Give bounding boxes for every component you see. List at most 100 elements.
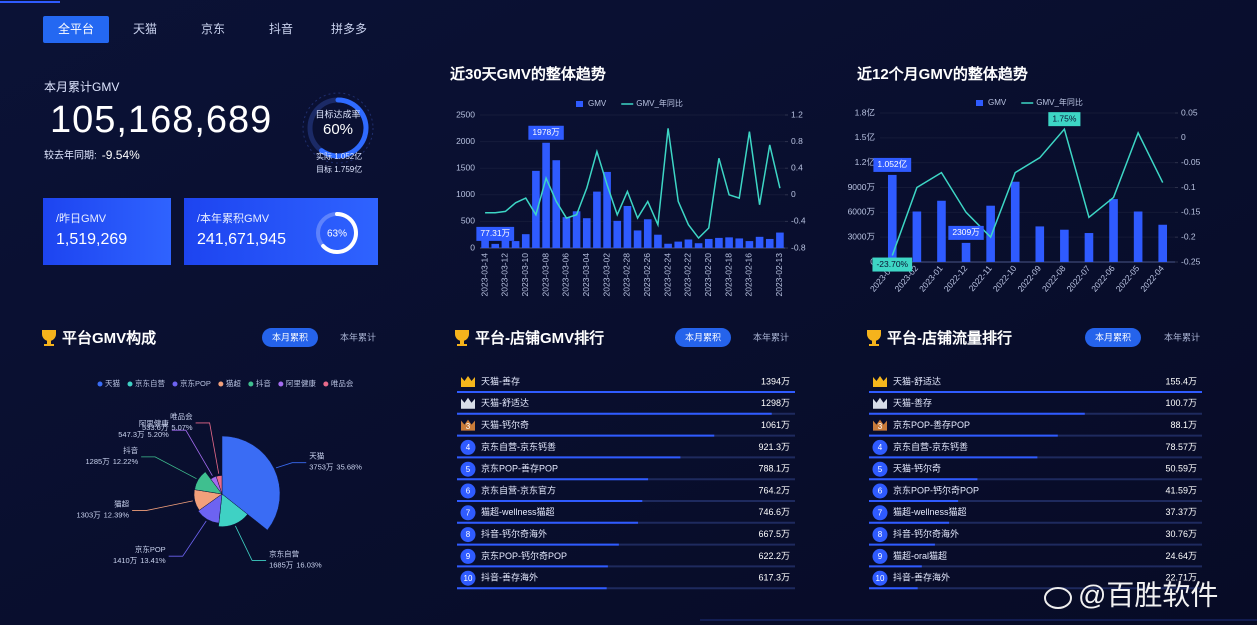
bar — [593, 191, 601, 248]
toggle[interactable]: 本年累计 — [340, 331, 376, 342]
rank-number: 9 — [466, 552, 471, 561]
x-tick-label: 2023-03-02 — [601, 253, 611, 297]
bar — [643, 219, 652, 248]
x-tick-label: 2023-03-04 — [581, 253, 591, 297]
value-label: 1.75% — [1052, 113, 1077, 123]
row-name: 京东POP-钙尔奇POP — [481, 550, 567, 561]
bar — [582, 218, 591, 248]
leader-line — [132, 500, 193, 511]
bar — [986, 205, 995, 262]
row-value: 622.2万 — [758, 551, 790, 561]
bar — [603, 171, 611, 248]
ring-outer — [302, 92, 374, 164]
row-value: 746.6万 — [758, 507, 790, 517]
rank-number: 7 — [466, 508, 471, 517]
row-name: 抖音-善存海外 — [893, 572, 950, 583]
row-name: 抖音-善存海外 — [481, 572, 538, 583]
x-tick-label: 2023-02-24 — [662, 253, 672, 297]
slice-name: 京东自营 — [269, 548, 299, 558]
row-value: 1298万 — [761, 398, 790, 408]
value-label: 1.052亿 — [877, 159, 907, 169]
toggle[interactable]: 本月累积 — [685, 331, 721, 342]
row-value: 1061万 — [761, 420, 790, 430]
legend-label: 京东自营 — [135, 378, 165, 388]
y-tick-label: 1.2亿 — [855, 157, 875, 167]
value-label-box — [872, 257, 913, 272]
rank-badge — [460, 570, 476, 586]
slice-value: 533.6万 — [142, 423, 169, 432]
slice-name: 阿里健康 — [139, 418, 169, 428]
watermark: @百胜软件 — [1078, 579, 1218, 610]
tab[interactable]: 抖音 — [269, 21, 293, 36]
row-name: 天猫-舒适达 — [893, 375, 941, 386]
toggle[interactable]: 本年累计 — [1164, 331, 1200, 342]
x-tick-label: 2023-03-14 — [479, 253, 489, 297]
y2-tick-label: 0 — [791, 189, 796, 199]
slice-share: 13.41% — [140, 556, 166, 565]
toggle-active-bg[interactable] — [675, 328, 731, 347]
line — [485, 128, 781, 240]
rose-slice — [221, 435, 281, 531]
y-tick-label: 6000万 — [848, 207, 875, 217]
row-value: 921.3万 — [758, 442, 790, 452]
row-value: 88.1万 — [1170, 420, 1197, 430]
y-tick-label: 1.8亿 — [855, 107, 875, 117]
bar — [664, 243, 672, 248]
x-tick-label: 2023-02-26 — [642, 253, 652, 297]
tab[interactable]: 天猫 — [133, 22, 157, 36]
y-tick-label: 1.5亿 — [855, 132, 875, 142]
legend-dot — [248, 381, 254, 387]
ring-label: 60% — [323, 121, 353, 138]
tab[interactable]: 全平台 — [58, 21, 94, 36]
rank-number: 5 — [466, 465, 471, 474]
x-tick-label: 2023-02-20 — [703, 253, 713, 297]
bar — [674, 241, 683, 248]
rank-badge — [872, 483, 888, 499]
rank-badge — [872, 461, 888, 477]
y2-tick-label: -0.25 — [1181, 256, 1201, 266]
crown-icon — [873, 397, 887, 409]
tab[interactable]: 京东 — [201, 22, 225, 36]
toggle-active-bg[interactable] — [1085, 328, 1141, 347]
actual: 实际 1.052亿 — [316, 151, 362, 161]
bar — [562, 217, 571, 248]
bar — [961, 242, 971, 262]
rank-badge — [460, 527, 476, 543]
rank-number: 5 — [878, 465, 883, 474]
value-label-box — [1048, 112, 1081, 127]
toggle[interactable]: 本年累计 — [753, 331, 789, 342]
crown-icon — [873, 376, 887, 387]
tab-active-bg[interactable] — [43, 16, 109, 43]
bar — [1010, 181, 1020, 262]
toggle[interactable]: 本月累积 — [272, 331, 308, 342]
row-name: 京东自营-京东钙善 — [481, 441, 556, 452]
bar — [912, 211, 922, 262]
slice-share: 5.20% — [148, 430, 170, 439]
toggle[interactable]: 本月累积 — [1095, 331, 1131, 342]
legend-label: 阿里健康 — [286, 378, 316, 388]
leader-line — [195, 422, 220, 474]
y2-tick-label: -0.1 — [1181, 182, 1196, 192]
legend-label: GMV — [988, 98, 1007, 107]
row-name: 抖音-钙尔奇海外 — [481, 528, 547, 539]
rank-number: 10 — [876, 574, 885, 583]
row-value: 788.1万 — [758, 464, 790, 474]
trophy-icon — [42, 330, 56, 346]
row-name: 天猫-善存 — [481, 375, 520, 386]
kpi-title: 本月累计GMV — [44, 80, 119, 94]
slice-name: 抖音 — [123, 445, 138, 455]
crown-icon — [461, 376, 475, 387]
legend-swatch — [976, 100, 983, 106]
value-label-box — [873, 157, 912, 172]
legend-dot — [278, 381, 284, 387]
kpi-compare-label: 较去年同期: — [44, 149, 97, 162]
rose-slice — [197, 493, 223, 524]
tab[interactable]: 拼多多 — [331, 22, 367, 36]
kpi-card — [184, 198, 378, 265]
trophy-icon — [455, 330, 469, 346]
card-value: 1,519,269 — [56, 231, 127, 248]
row-value: 100.7万 — [1165, 398, 1197, 408]
rank-number: 10 — [464, 574, 473, 583]
toggle-active-bg[interactable] — [262, 328, 318, 347]
